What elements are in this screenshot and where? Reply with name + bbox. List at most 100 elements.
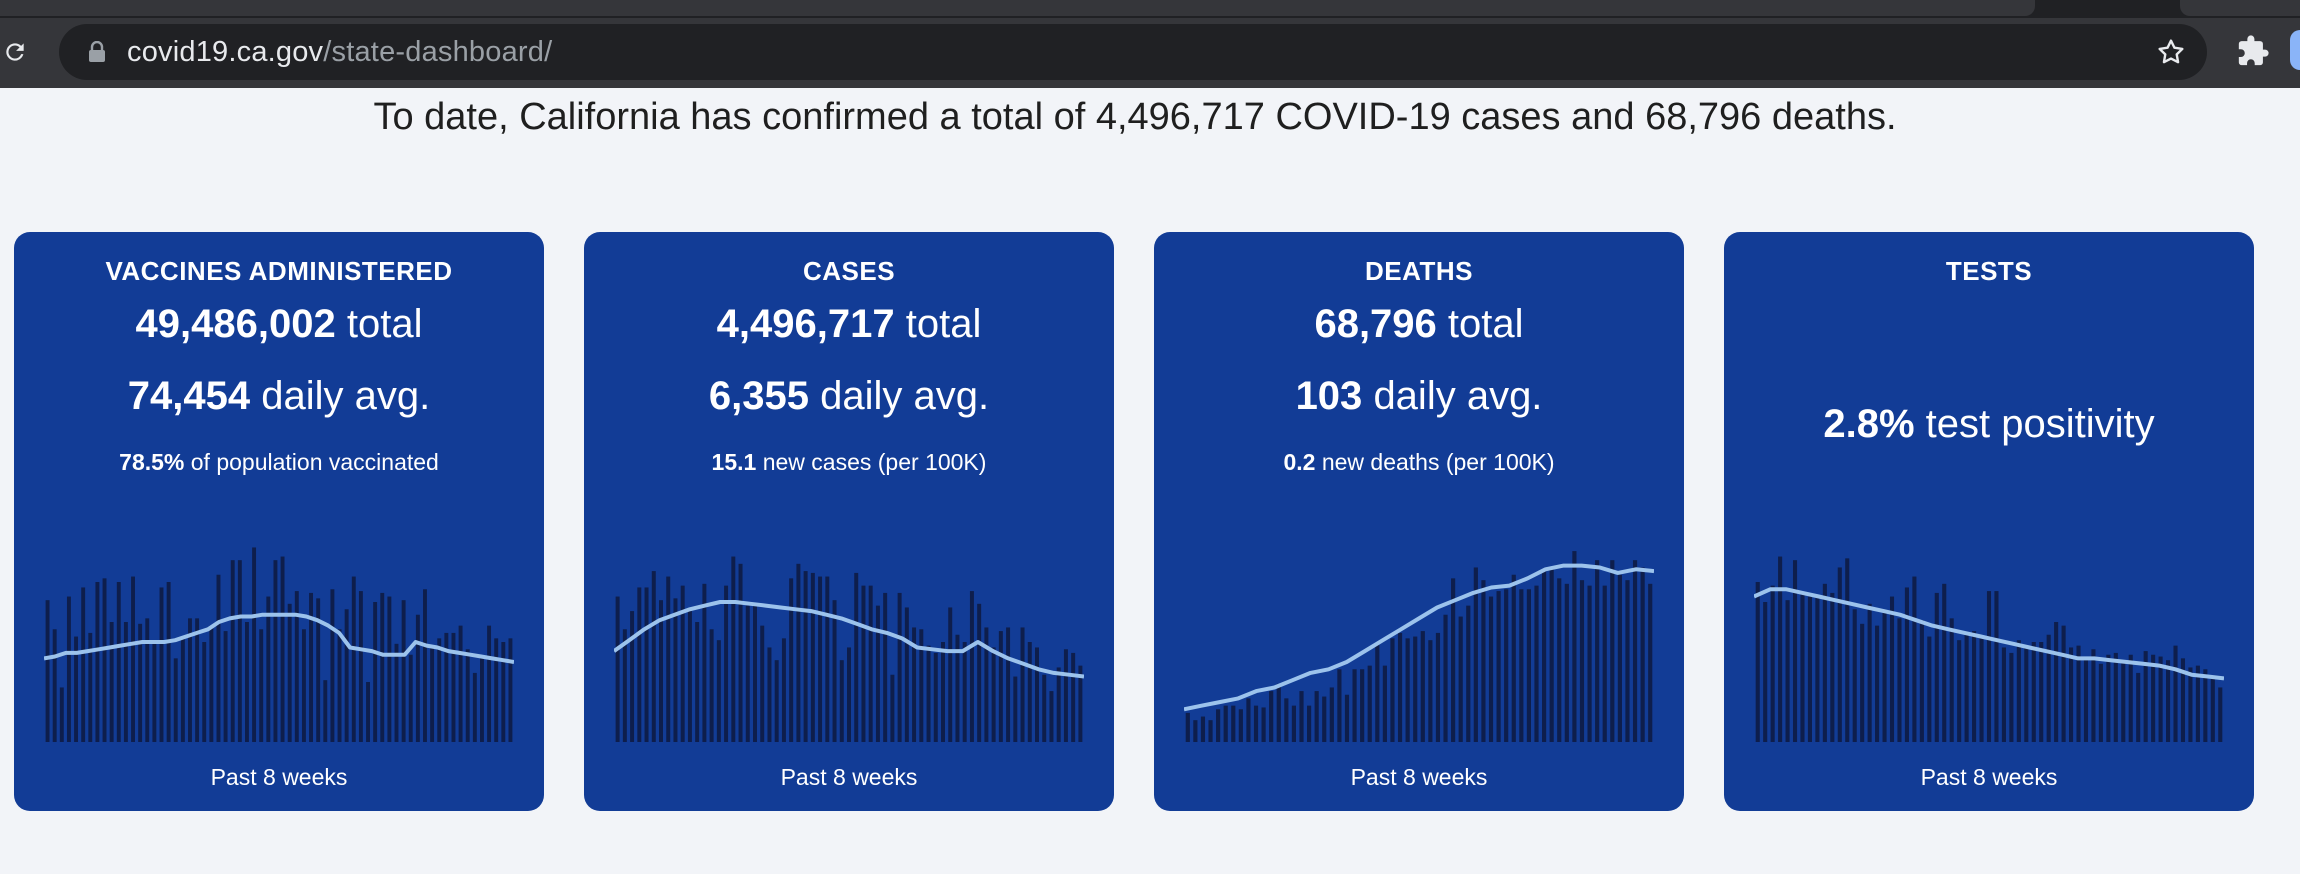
chart-bar — [2136, 672, 2141, 742]
chart-bar — [2024, 645, 2029, 742]
vaccines-card[interactable]: VACCINES ADMINISTERED 49,486,002 total 7… — [14, 232, 544, 811]
chart-bar — [1020, 627, 1025, 742]
chart-bar — [716, 640, 721, 742]
chart-bar — [116, 582, 121, 742]
chart-bar — [1617, 574, 1622, 742]
chart-bar — [695, 622, 700, 742]
headline-suffix: deaths. — [1761, 96, 1897, 138]
url-domain: covid19.ca.gov — [127, 36, 324, 68]
chart-bar — [180, 638, 185, 742]
chart-bar — [1632, 560, 1638, 742]
chart-bar — [875, 605, 880, 742]
chart-bar — [487, 625, 492, 742]
chart-bar — [1979, 636, 1984, 742]
chart-bar — [2054, 622, 2059, 742]
chart-bar — [868, 585, 873, 742]
card-note: 15.1 new cases (per 100K) — [584, 449, 1114, 476]
chart-bar — [1504, 589, 1509, 742]
chart-bar — [1564, 583, 1569, 742]
chart-bar — [1071, 652, 1076, 742]
chart-bar — [202, 642, 207, 742]
chart-bar — [1035, 647, 1039, 742]
tests-card[interactable]: TESTS 2.8% test positivity Past 8 weeks — [1724, 232, 2254, 811]
chart-bar — [2188, 667, 2193, 742]
chart-bar — [1867, 603, 1872, 742]
browser-tab[interactable] — [2180, 0, 2300, 16]
chart-bar — [731, 556, 736, 742]
chart-bar — [644, 587, 649, 742]
chart-bar — [1897, 618, 1902, 742]
chart-bar — [1231, 705, 1236, 742]
vaccines-sparkline-chart — [44, 547, 514, 742]
chart-bar — [839, 660, 844, 742]
chart-bar — [1934, 592, 1939, 742]
chart-bar — [1299, 691, 1304, 742]
chart-bar — [2121, 662, 2126, 742]
chart-bar — [451, 632, 456, 742]
chart-bar — [1763, 602, 1768, 742]
chart-bar — [1927, 636, 1932, 742]
chart-bar — [1269, 691, 1274, 742]
chart-bar — [738, 563, 743, 742]
chart-bar — [1807, 596, 1812, 742]
chart-bar — [2031, 642, 2036, 742]
chart-bar — [977, 603, 982, 742]
total-label: total — [905, 302, 982, 346]
total-label: total — [1447, 302, 1524, 346]
chart-bar — [102, 578, 107, 742]
chart-bar — [1587, 585, 1592, 742]
chart-bar — [897, 592, 902, 742]
chart-bar — [1006, 627, 1011, 742]
chart-bar — [309, 592, 314, 742]
chart-bar — [2001, 647, 2006, 742]
chart-bar — [1261, 707, 1266, 742]
chart-bar — [1458, 616, 1463, 742]
url-text[interactable]: covid19.ca.gov/state-dashboard/ — [127, 36, 552, 69]
chart-bar — [1625, 580, 1630, 742]
chart-bar — [408, 654, 413, 742]
chart-bar — [423, 589, 427, 742]
chart-bar — [847, 647, 851, 742]
chart-trend-line — [1184, 563, 1654, 712]
star-icon[interactable] — [2155, 36, 2187, 68]
card-title: VACCINES ADMINISTERED — [105, 256, 453, 286]
chart-bar — [1919, 620, 1924, 742]
extensions-icon[interactable] — [2236, 34, 2270, 68]
chart-bar — [273, 560, 278, 742]
chart-bar — [223, 631, 228, 742]
active-tab[interactable] — [0, 0, 2035, 16]
lock-icon[interactable] — [87, 41, 107, 63]
chart-bar — [458, 625, 463, 742]
chart-bar — [123, 622, 128, 742]
chart-bar — [1382, 665, 1387, 742]
avg-label: daily avg. — [1373, 374, 1543, 418]
profile-avatar[interactable] — [2290, 30, 2300, 70]
chart-bar — [1579, 580, 1585, 742]
chart-bar — [1042, 674, 1047, 742]
chart-bar — [926, 645, 931, 742]
chart-bar — [1337, 669, 1342, 742]
card-title: TESTS — [1945, 256, 2033, 286]
chart-bar — [1185, 712, 1190, 742]
deaths-card[interactable]: DEATHS 68,796 total 103 daily avg. 0.2 n… — [1154, 232, 1684, 811]
chart-bar — [1078, 665, 1083, 742]
chart-bar — [1557, 578, 1562, 742]
avg-value: 74,454 — [127, 374, 251, 418]
reload-icon[interactable] — [0, 34, 30, 70]
chart-bar — [680, 585, 685, 742]
chart-bar — [1367, 665, 1372, 742]
chart-bar — [1322, 696, 1327, 742]
card-total: 49,486,002 total — [14, 302, 544, 347]
chart-bar — [266, 596, 271, 742]
cases-card[interactable]: CASES 4,496,717 total 6,355 daily avg. 1… — [584, 232, 1114, 811]
address-bar[interactable]: covid19.ca.gov/state-dashboard/ — [59, 24, 2207, 80]
chart-bar — [152, 643, 157, 742]
note-value: 78.5% — [119, 449, 185, 475]
chart-bar — [131, 576, 135, 742]
chart-bar — [991, 647, 996, 742]
chart-bar — [430, 647, 435, 742]
chart-bar — [1792, 560, 1798, 742]
chart-bar — [1200, 716, 1206, 742]
chart-bar — [66, 596, 71, 742]
chart-bar — [2061, 625, 2066, 742]
